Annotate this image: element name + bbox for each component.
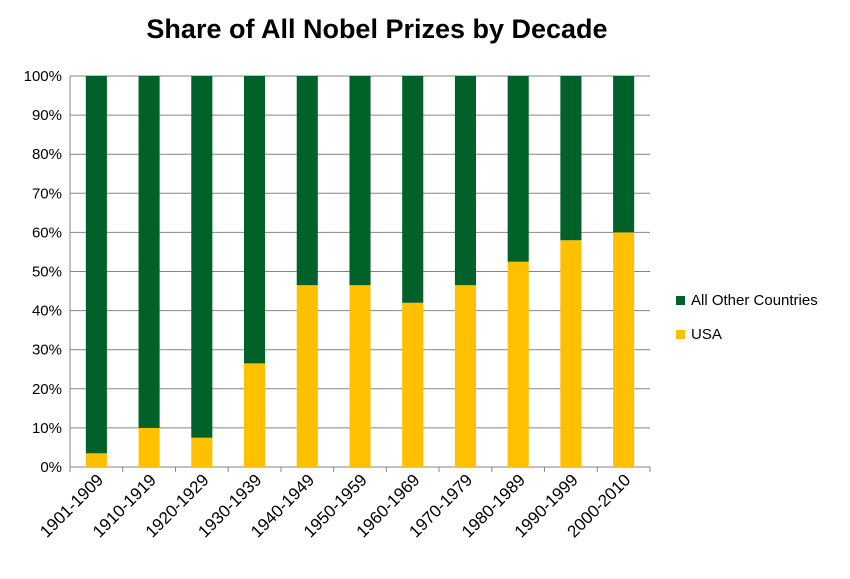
bar-all-other-countries [349,76,371,286]
x-axis-ticks: 1901-19091910-19191920-19291930-19391940… [36,467,651,541]
bar-usa [454,285,476,467]
y-tick-label: 70% [32,185,62,202]
bar-usa [244,363,266,467]
bar-all-other-countries [85,76,107,454]
bar-all-other-countries [402,76,424,303]
bar-all-other-countries [613,76,635,233]
bar-usa [507,261,529,467]
y-tick-label: 10% [32,420,62,437]
bars [85,76,635,467]
legend: All Other Countries USA [676,290,818,358]
bar-usa [138,427,160,467]
bar-usa [296,285,318,467]
y-tick-label: 50% [32,264,62,281]
chart-title: Share of All Nobel Prizes by Decade [146,14,608,44]
y-tick-label: 40% [32,303,62,320]
legend-item-all-other-countries: All Other Countries [676,290,818,310]
bar-all-other-countries [191,76,213,438]
bar-usa [85,453,107,467]
bar-usa [191,437,213,467]
bar-all-other-countries [560,76,582,241]
bar-all-other-countries [244,76,266,364]
legend-swatch-all-other-countries [676,295,685,305]
y-tick-label: 100% [24,68,62,85]
bar-usa [402,302,424,467]
legend-label-usa: USA [691,325,722,343]
bar-all-other-countries [507,76,529,262]
y-tick-label: 60% [32,224,62,241]
legend-item-usa: USA [676,324,818,344]
legend-label-all-other-countries: All Other Countries [691,291,818,309]
bar-usa [560,240,582,467]
bar-usa [613,232,635,467]
y-tick-label: 0% [40,459,62,476]
y-axis-ticks: 0% 10% 20% 30% 40% 50% 60% 70% 80% 90% 100% [24,68,62,476]
bar-all-other-countries [138,76,160,428]
y-tick-label: 20% [32,381,62,398]
bar-usa [349,285,371,467]
y-tick-label: 90% [32,107,62,124]
bar-all-other-countries [296,76,318,286]
y-tick-label: 30% [32,342,62,359]
legend-swatch-usa [676,329,685,339]
y-tick-label: 80% [32,146,62,163]
bar-all-other-countries [454,76,476,286]
